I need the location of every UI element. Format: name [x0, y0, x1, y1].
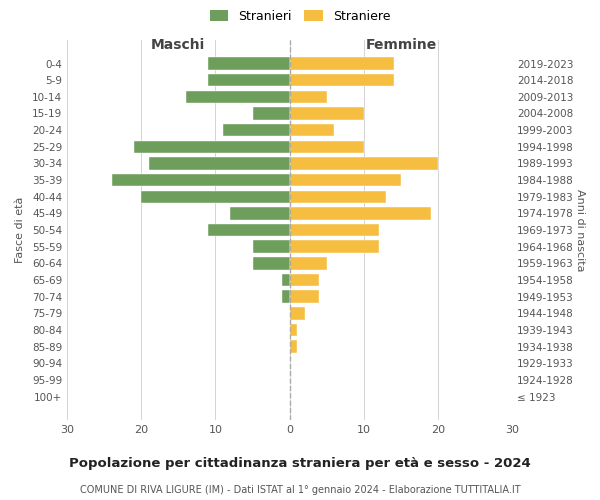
Bar — [141, 190, 290, 203]
Bar — [223, 124, 290, 136]
Bar — [208, 224, 290, 236]
Bar — [290, 257, 327, 270]
Bar — [186, 90, 290, 103]
Y-axis label: Anni di nascita: Anni di nascita — [575, 189, 585, 272]
Bar — [290, 224, 379, 236]
Bar — [282, 290, 290, 303]
Y-axis label: Fasce di età: Fasce di età — [15, 197, 25, 264]
Bar — [253, 240, 290, 253]
Bar — [208, 58, 290, 70]
Bar — [290, 274, 319, 286]
Bar — [290, 290, 319, 303]
Bar — [290, 157, 438, 170]
Bar — [253, 257, 290, 270]
Bar — [290, 207, 431, 220]
Bar — [290, 307, 305, 320]
Bar — [230, 207, 290, 220]
Bar — [290, 107, 364, 120]
Bar — [290, 174, 401, 186]
Bar — [290, 324, 297, 336]
Bar — [290, 124, 334, 136]
Bar — [149, 157, 290, 170]
Bar — [290, 140, 364, 153]
Bar — [253, 107, 290, 120]
Bar — [208, 74, 290, 86]
Text: Maschi: Maschi — [151, 38, 205, 52]
Text: Femmine: Femmine — [365, 38, 437, 52]
Bar — [290, 240, 379, 253]
Bar — [290, 74, 394, 86]
Bar — [134, 140, 290, 153]
Bar — [112, 174, 290, 186]
Bar — [290, 58, 394, 70]
Bar — [290, 190, 386, 203]
Text: Popolazione per cittadinanza straniera per età e sesso - 2024: Popolazione per cittadinanza straniera p… — [69, 458, 531, 470]
Bar — [290, 90, 327, 103]
Bar — [290, 340, 297, 353]
Legend: Stranieri, Straniere: Stranieri, Straniere — [206, 6, 394, 26]
Bar — [282, 274, 290, 286]
Text: COMUNE DI RIVA LIGURE (IM) - Dati ISTAT al 1° gennaio 2024 - Elaborazione TUTTIT: COMUNE DI RIVA LIGURE (IM) - Dati ISTAT … — [80, 485, 520, 495]
